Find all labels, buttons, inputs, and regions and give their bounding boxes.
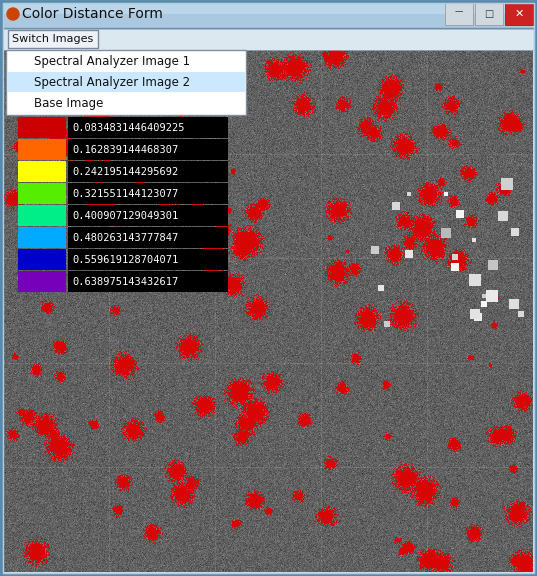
Bar (18, 271, 66, 292)
Bar (68, 249, 228, 270)
Bar (505, 3, 533, 25)
Circle shape (7, 8, 19, 20)
Bar (18, 227, 66, 248)
Bar (18, 183, 66, 204)
Bar (18, 249, 66, 270)
Text: □: □ (484, 9, 494, 19)
Text: Base Image: Base Image (34, 97, 104, 110)
Text: Spectral Analyzer Image 2: Spectral Analyzer Image 2 (34, 76, 190, 89)
Bar (18, 205, 66, 226)
Bar (18, 139, 66, 160)
Text: —: — (455, 7, 463, 17)
Text: Switch Images: Switch Images (12, 34, 93, 44)
Text: Spectral Analyzer Image 1: Spectral Analyzer Image 1 (34, 55, 190, 68)
Bar (475, 3, 503, 25)
Bar (68, 205, 228, 226)
Text: 0.400907129049301: 0.400907129049301 (72, 211, 178, 221)
Bar (4, 28, 533, 50)
Bar (7, 72, 245, 92)
Bar (68, 139, 228, 160)
Text: 0.321551144123077: 0.321551144123077 (72, 189, 178, 199)
Bar (6, 50, 246, 115)
Text: 0.559619128704071: 0.559619128704071 (72, 255, 178, 265)
Bar (68, 117, 228, 138)
Text: 0.0834831446409225: 0.0834831446409225 (72, 123, 185, 133)
Bar (68, 161, 228, 182)
Text: Color Distance Form: Color Distance Form (22, 7, 163, 21)
Bar (68, 227, 228, 248)
Bar (68, 183, 228, 204)
Bar (8, 30, 98, 48)
Bar (445, 3, 473, 25)
Bar (18, 161, 66, 182)
Bar (18, 117, 66, 138)
Text: ✕: ✕ (514, 9, 524, 19)
Bar (4, 1, 533, 28)
Text: 0.638975143432617: 0.638975143432617 (72, 277, 178, 287)
Text: 0.162839144468307: 0.162839144468307 (72, 145, 178, 155)
Text: 0.242195144295692: 0.242195144295692 (72, 167, 178, 177)
Text: 0.480263143777847: 0.480263143777847 (72, 233, 178, 243)
Bar (4, 0, 533, 14)
Bar (68, 271, 228, 292)
